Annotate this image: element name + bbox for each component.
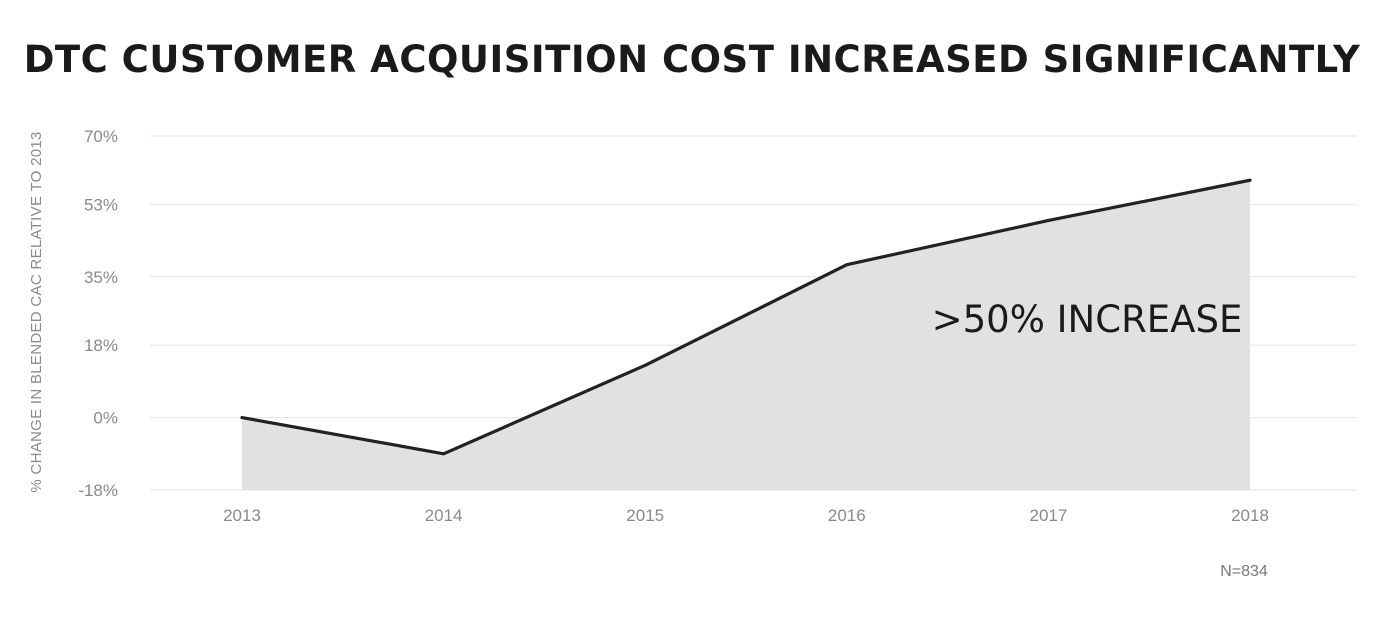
- series-line: [240, 178, 1252, 456]
- x-tick-label: 2015: [626, 506, 664, 525]
- data-point: [442, 452, 446, 456]
- x-tick-label: 2017: [1029, 506, 1067, 525]
- data-point: [240, 416, 244, 420]
- chart-title: DTC CUSTOMER ACQUISITION COST INCREASED …: [24, 38, 1361, 81]
- sample-size-note: N=834: [1220, 563, 1268, 580]
- x-tick-label: 2013: [223, 506, 261, 525]
- y-axis-ticks: -18% 0% 18% 35% 53% 70%: [78, 127, 118, 500]
- x-tick-label: 2016: [828, 506, 866, 525]
- data-point: [1248, 178, 1252, 182]
- x-axis-ticks: 2013 2014 2015 2016 2017 2018: [223, 506, 1269, 525]
- data-point: [1046, 218, 1050, 222]
- data-point: [845, 263, 849, 267]
- x-tick-label: 2014: [425, 506, 463, 525]
- y-tick-label: 18%: [84, 336, 118, 355]
- data-point: [643, 363, 647, 367]
- y-axis-label: % CHANGE IN BLENDED CAC RELATIVE TO 2013: [28, 131, 45, 492]
- y-tick-label: -18%: [78, 481, 118, 500]
- area-series: [240, 178, 1252, 490]
- y-tick-label: 0%: [93, 409, 118, 428]
- increase-annotation: >50% INCREASE: [932, 298, 1243, 341]
- y-tick-label: 53%: [84, 195, 118, 214]
- x-tick-label: 2018: [1231, 506, 1269, 525]
- area-fill: [242, 180, 1250, 490]
- y-tick-label: 35%: [84, 268, 118, 287]
- y-tick-label: 70%: [84, 127, 118, 146]
